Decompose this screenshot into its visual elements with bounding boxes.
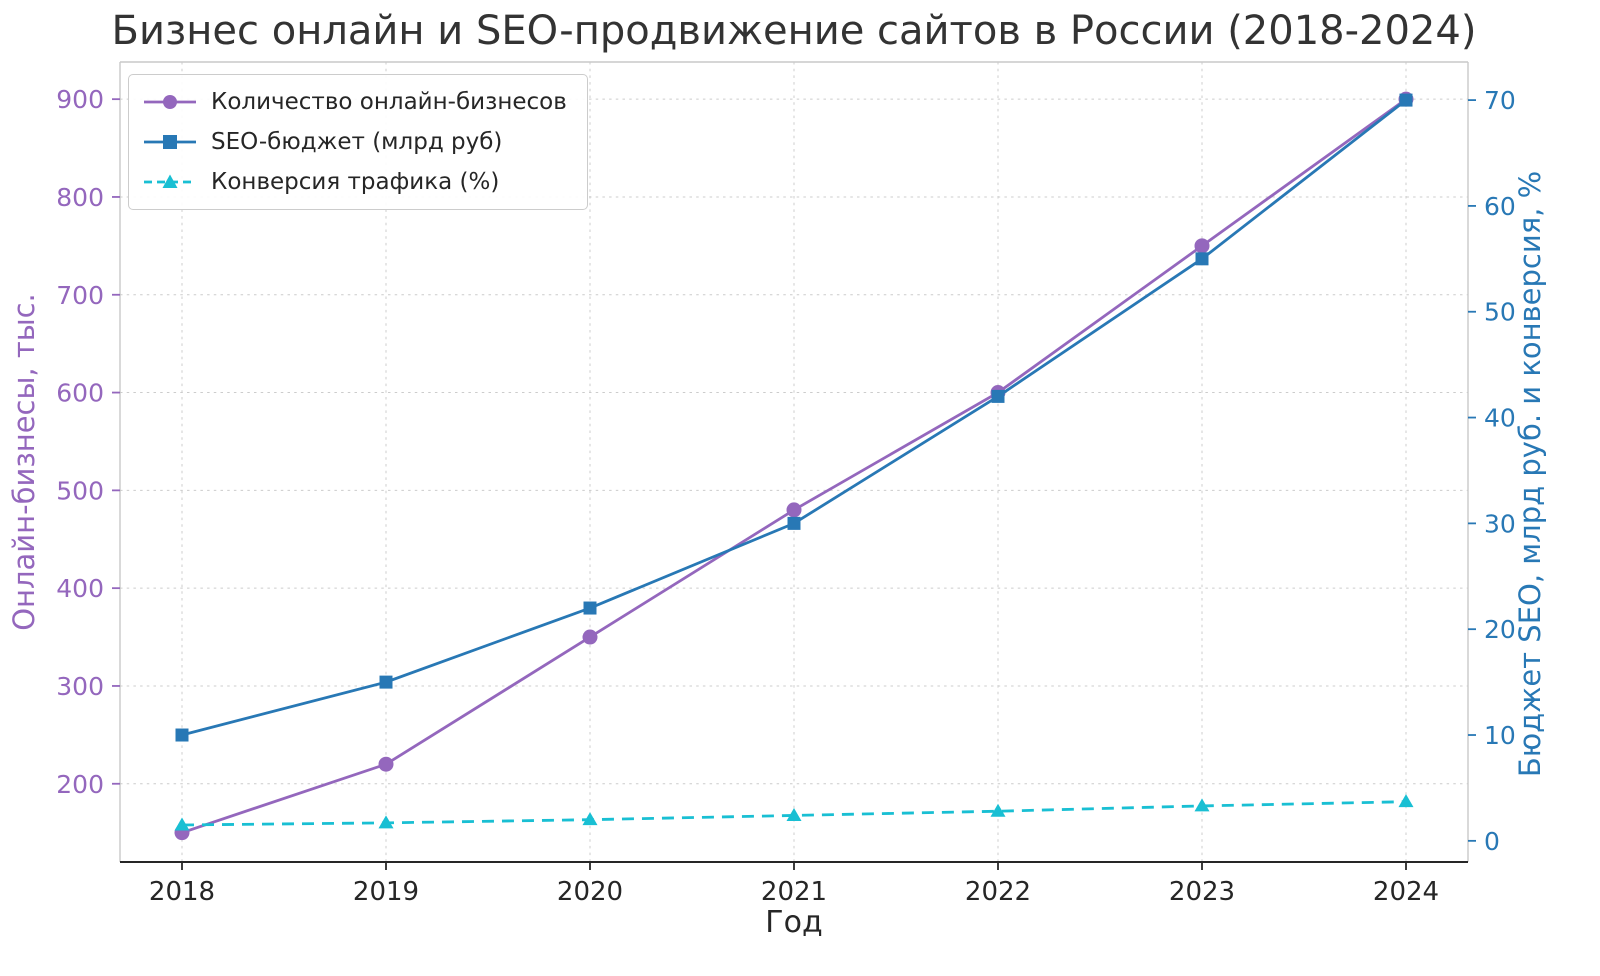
data-point-square xyxy=(175,728,189,742)
right-tick-label: 0 xyxy=(1484,827,1500,856)
right-tick-label: 10 xyxy=(1484,721,1516,750)
data-point-triangle xyxy=(1398,794,1414,808)
data-point-square xyxy=(379,675,393,689)
legend-sample-1 xyxy=(144,135,196,149)
x-tick-label: 2022 xyxy=(965,877,1031,907)
left-y-axis-label: Онлайн-бизнесы, тыс. xyxy=(7,293,41,631)
legend-sample-0 xyxy=(144,95,196,109)
data-point-circle xyxy=(582,629,598,645)
triangle-marker-icon xyxy=(162,174,178,188)
data-series xyxy=(174,91,1414,841)
data-point-triangle xyxy=(1194,798,1210,812)
x-tick-label: 2024 xyxy=(1373,877,1439,907)
x-tick-label: 2018 xyxy=(149,877,215,907)
left-tick-label: 600 xyxy=(56,379,104,408)
right-tick-label: 40 xyxy=(1484,404,1516,433)
x-tick-label: 2020 xyxy=(557,877,623,907)
right-tick-label: 20 xyxy=(1484,615,1516,644)
data-point-square xyxy=(1195,252,1209,266)
legend: Количество онлайн-бизнесов SEO-бюджет (м… xyxy=(128,74,588,210)
x-tick-label: 2023 xyxy=(1169,877,1235,907)
left-tick-label: 800 xyxy=(56,183,104,212)
data-point-square xyxy=(1399,93,1413,107)
legend-item-seo-budget: SEO-бюджет (млрд руб) xyxy=(141,125,567,159)
data-point-circle xyxy=(378,756,394,772)
left-tick-label: 500 xyxy=(56,476,104,505)
left-tick-label: 200 xyxy=(56,770,104,799)
x-axis-label: Год xyxy=(765,905,822,940)
data-point-circle xyxy=(1194,238,1210,254)
legend-label-seo-budget: SEO-бюджет (млрд руб) xyxy=(211,129,503,155)
legend-sample-2 xyxy=(144,174,196,188)
data-point-square xyxy=(787,516,801,530)
right-tick-label: 60 xyxy=(1484,192,1516,221)
data-point-triangle xyxy=(990,803,1006,817)
data-point-square xyxy=(583,601,597,615)
legend-label-online-businesses: Количество онлайн-бизнесов xyxy=(211,89,567,115)
data-point-triangle xyxy=(378,815,394,829)
right-y-axis-label: Бюджет SEO, млрд руб. и конверсия, % xyxy=(1513,171,1547,777)
right-tick-label: 70 xyxy=(1484,86,1516,115)
left-tick-label: 300 xyxy=(56,672,104,701)
data-point-triangle xyxy=(174,817,190,831)
data-point-triangle xyxy=(786,807,802,821)
circle-marker-icon xyxy=(163,95,177,109)
right-tick-label: 30 xyxy=(1484,509,1516,538)
right-tick-label: 50 xyxy=(1484,298,1516,327)
legend-label-traffic-conversion: Конверсия трафика (%) xyxy=(211,169,500,195)
legend-item-traffic-conversion: Конверсия трафика (%) xyxy=(141,165,567,199)
square-marker-icon xyxy=(163,135,177,149)
left-tick-label: 400 xyxy=(56,574,104,603)
chart-title: Бизнес онлайн и SEO-продвижение сайтов в… xyxy=(112,8,1477,54)
data-point-circle xyxy=(786,502,802,518)
x-tick-label: 2019 xyxy=(353,877,419,907)
data-point-triangle xyxy=(582,812,598,826)
data-point-square xyxy=(991,389,1005,403)
legend-item-online-businesses: Количество онлайн-бизнесов xyxy=(141,85,567,119)
left-tick-label: 900 xyxy=(56,85,104,114)
tick-labels: 200 300 400 500 600 700 800 900 0 10 20 30 40 50 60 70 2… xyxy=(56,85,1516,907)
x-tick-label: 2021 xyxy=(761,877,827,907)
left-tick-label: 700 xyxy=(56,281,104,310)
